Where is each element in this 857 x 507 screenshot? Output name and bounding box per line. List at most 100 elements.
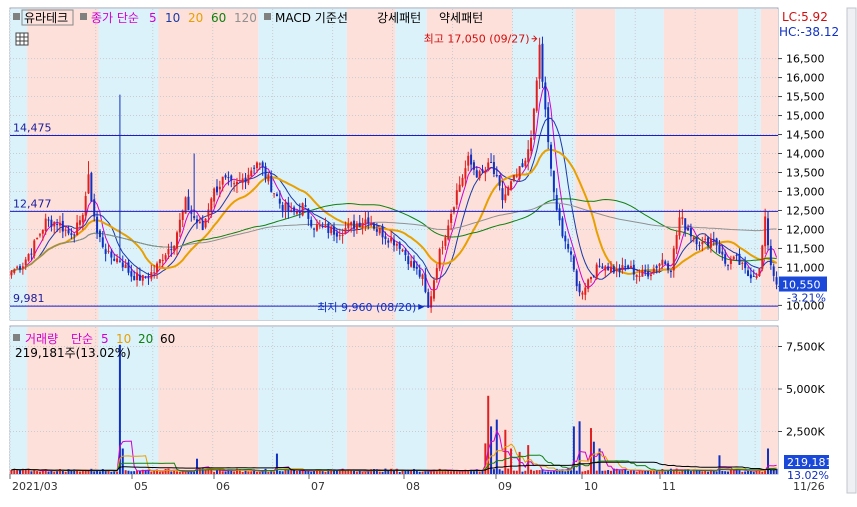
- volume-bar: [678, 471, 681, 474]
- volume-bar: [204, 469, 207, 474]
- volume-bar: [475, 469, 478, 474]
- volume-ma-legend-10: 10: [116, 332, 131, 346]
- volume-bar: [193, 471, 196, 474]
- candle-body: [427, 292, 430, 308]
- volume-bar: [644, 470, 647, 474]
- legend-square-icon: [80, 13, 87, 20]
- volume-pct: 13.02%: [787, 469, 829, 482]
- volume-bar: [607, 470, 610, 474]
- volume-bar: [538, 470, 541, 474]
- candle-body: [96, 216, 99, 233]
- candle-body: [512, 174, 515, 182]
- candle-body: [90, 172, 93, 202]
- volume-bar: [41, 469, 44, 474]
- candle-body: [258, 163, 261, 165]
- candle-body: [701, 242, 704, 245]
- volume-ma-legend-20: 20: [138, 332, 153, 346]
- candle-body: [541, 43, 544, 82]
- candle-body: [187, 196, 190, 211]
- volume-bar: [427, 470, 430, 474]
- current-price: 10,550: [782, 279, 821, 292]
- volume-bar: [147, 469, 150, 474]
- volume-bar: [581, 471, 584, 474]
- volume-bar: [490, 426, 493, 474]
- price-axis-label: 15,500: [786, 91, 825, 104]
- volume-ma-line-60: [11, 461, 777, 471]
- current-volume: 219,181주(13.02%): [15, 346, 131, 360]
- volume-bar: [641, 470, 644, 474]
- candle-body: [544, 82, 547, 110]
- candle-body: [421, 274, 424, 280]
- volume-bar: [87, 470, 90, 474]
- volume-bar: [592, 441, 595, 474]
- volume-bar: [287, 469, 290, 474]
- current-price-badge: [779, 276, 827, 292]
- table-grid-icon[interactable]: [15, 32, 29, 46]
- volume-bar: [53, 471, 56, 474]
- volume-bar: [687, 468, 690, 474]
- volume-bar: [173, 470, 176, 474]
- candle-body: [78, 220, 81, 225]
- candle-body: [221, 176, 224, 185]
- candle-body: [467, 155, 470, 166]
- volume-bar: [133, 471, 136, 474]
- candle-body: [136, 272, 139, 281]
- candle-body: [558, 208, 561, 221]
- volume-bar: [153, 470, 156, 474]
- candle-body: [644, 270, 647, 273]
- volume-bar: [744, 471, 747, 474]
- candle-body: [618, 267, 621, 273]
- lc-label: LC:5.92: [782, 10, 828, 24]
- candle-body: [190, 212, 193, 214]
- volume-bar: [681, 469, 684, 474]
- volume-bar: [18, 470, 21, 474]
- volume-bar: [136, 470, 139, 474]
- x-axis-label: 07: [311, 480, 325, 493]
- x-axis-label: 09: [498, 480, 512, 493]
- x-axis-label: 10: [584, 480, 598, 493]
- ma-line-120: [11, 202, 777, 272]
- volume-bar: [724, 471, 727, 474]
- x-axis-label: 11: [662, 480, 676, 493]
- volume-bar: [96, 471, 99, 474]
- candle-body: [604, 266, 607, 271]
- volume-bar: [110, 471, 113, 474]
- volume-bar: [13, 468, 16, 474]
- volume-bar: [712, 470, 715, 474]
- candle-body: [153, 272, 156, 274]
- trend-band-volume: [575, 327, 616, 474]
- vertical-scrollbar[interactable]: [846, 7, 857, 494]
- volume-bar: [558, 469, 561, 474]
- candle-body: [638, 275, 641, 277]
- hc-label: HC:-38.12: [779, 25, 839, 39]
- candle-body: [415, 266, 418, 269]
- candle-body: [615, 268, 618, 272]
- volume-bar: [201, 468, 204, 474]
- volume-bar: [84, 470, 87, 474]
- trend-band-price: [346, 9, 396, 320]
- candle-body: [41, 230, 44, 234]
- trend-band-price: [663, 9, 739, 320]
- volume-bar: [555, 468, 558, 474]
- candle-body: [230, 175, 233, 181]
- trend-band-volume: [426, 327, 513, 474]
- candle-body: [738, 253, 741, 265]
- candle-body: [93, 199, 96, 217]
- volume-bar: [10, 470, 13, 474]
- stock-name[interactable]: 유라테크: [24, 11, 68, 25]
- volume-bar: [618, 470, 621, 474]
- volume-bar: [390, 468, 393, 474]
- volume-bar: [689, 471, 692, 474]
- trend-band-volume: [760, 327, 778, 474]
- volume-bar: [698, 469, 701, 474]
- volume-bar: [410, 470, 413, 474]
- volume-bar: [649, 471, 652, 474]
- candle-body: [196, 219, 199, 223]
- candle-body: [598, 265, 601, 267]
- volume-bar: [627, 470, 630, 474]
- candle-body: [627, 265, 630, 269]
- candle-body: [267, 174, 270, 182]
- volume-bar: [769, 469, 772, 474]
- candle-body: [584, 287, 587, 295]
